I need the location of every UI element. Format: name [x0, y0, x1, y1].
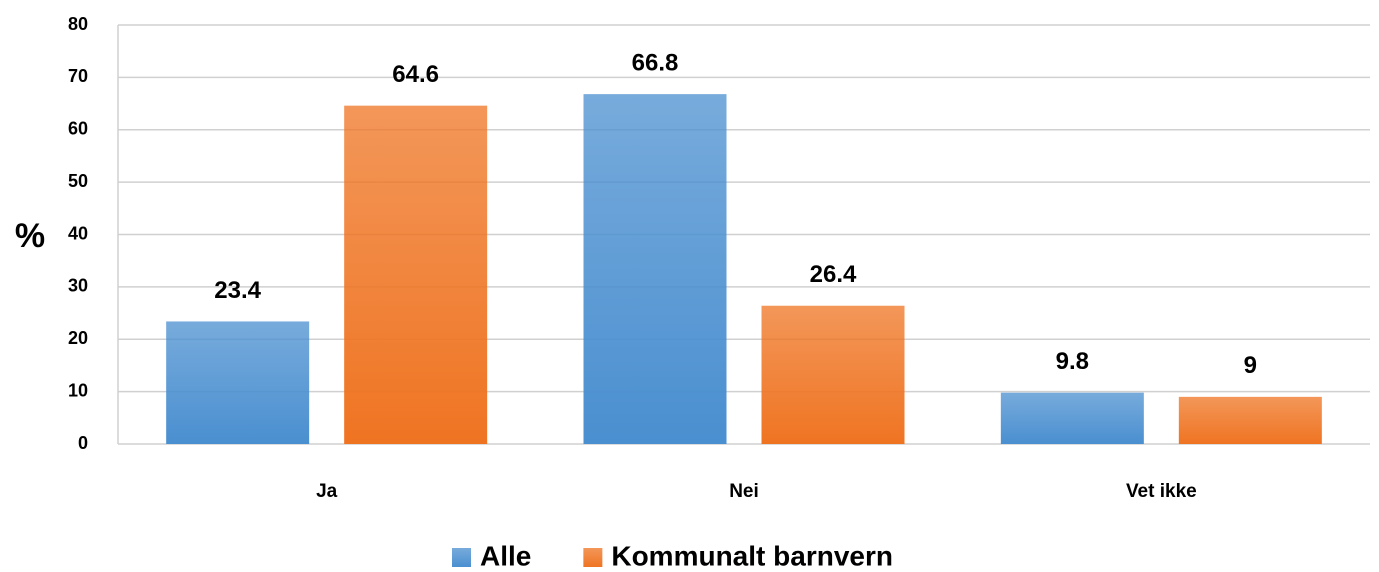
data-label: 9.8	[1056, 348, 1089, 375]
data-label: 26.4	[810, 261, 857, 288]
bar	[344, 105, 488, 444]
x-tick-label: Nei	[729, 481, 759, 502]
y-axis-label: %	[15, 217, 45, 255]
legend-swatch	[452, 548, 471, 567]
bar	[761, 305, 905, 444]
y-tick-label: 0	[78, 433, 88, 453]
y-tick-label: 70	[68, 66, 88, 86]
data-label: 23.4	[214, 277, 261, 304]
bar	[1000, 392, 1144, 444]
legend-label: Alle	[480, 540, 531, 571]
y-tick-label: 50	[68, 171, 88, 191]
x-tick-label: Ja	[316, 481, 338, 502]
y-tick-label: 60	[68, 119, 88, 139]
y-tick-label: 10	[68, 380, 88, 400]
data-label: 9	[1244, 352, 1257, 379]
legend-label: Kommunalt barnvern	[611, 540, 893, 571]
data-label: 64.6	[392, 61, 439, 88]
y-tick-label: 40	[68, 223, 88, 243]
x-tick-label: Vet ikke	[1126, 481, 1197, 502]
legend-swatch	[583, 548, 603, 567]
y-tick-label: 80	[68, 14, 88, 34]
bar	[1178, 396, 1322, 444]
y-tick-label: 30	[68, 276, 88, 296]
bar	[583, 94, 727, 444]
data-label: 66.8	[632, 49, 679, 76]
bar	[166, 321, 310, 444]
y-tick-label: 20	[68, 328, 88, 348]
